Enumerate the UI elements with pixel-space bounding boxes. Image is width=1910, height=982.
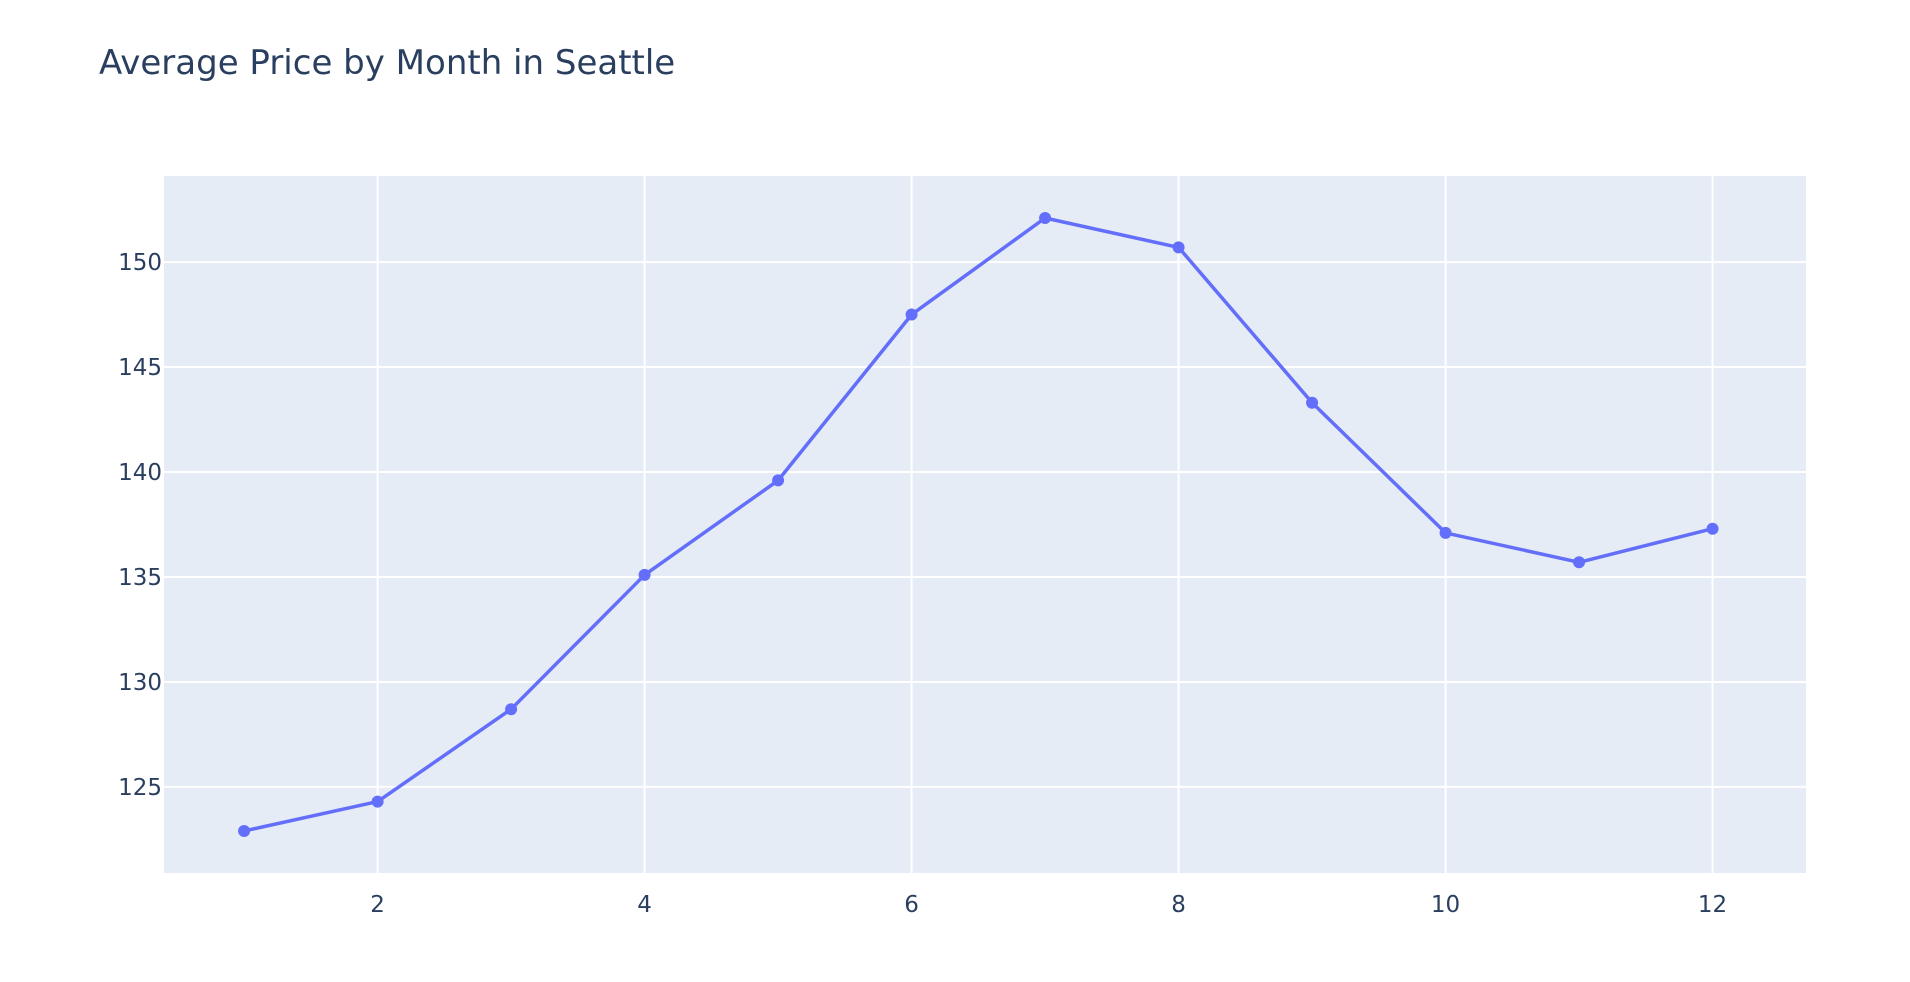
x-tick-label: 6	[904, 892, 919, 918]
x-tick-label: 12	[1698, 892, 1727, 918]
y-tick-label: 140	[118, 460, 162, 486]
data-point	[1306, 396, 1319, 409]
data-point	[1439, 526, 1452, 539]
x-tick-label: 8	[1171, 892, 1186, 918]
x-tick-label: 10	[1431, 892, 1460, 918]
data-point	[905, 308, 918, 321]
axis-tick-labels: 2 4 6 8 10 12 125 130 135 140 145 150	[118, 250, 1727, 918]
data-point	[238, 825, 251, 838]
data-point	[505, 703, 518, 716]
data-point	[638, 568, 651, 581]
data-point	[371, 795, 384, 808]
data-point	[772, 474, 785, 487]
data-point	[1172, 241, 1185, 254]
chart-title: Average Price by Month in Seattle	[99, 43, 675, 83]
data-point	[1573, 556, 1586, 569]
plot-area	[164, 176, 1806, 873]
data-point	[1706, 522, 1719, 535]
series-line	[243, 216, 1714, 833]
y-tick-label: 150	[118, 250, 162, 276]
y-tick-label: 145	[118, 355, 162, 381]
x-tick-label: 4	[637, 892, 652, 918]
data-point	[1039, 211, 1052, 224]
y-tick-label: 125	[118, 775, 162, 801]
x-tick-label: 2	[370, 892, 385, 918]
y-tick-label: 130	[118, 670, 162, 696]
y-tick-label: 135	[118, 565, 162, 591]
series-layer	[238, 211, 1719, 838]
